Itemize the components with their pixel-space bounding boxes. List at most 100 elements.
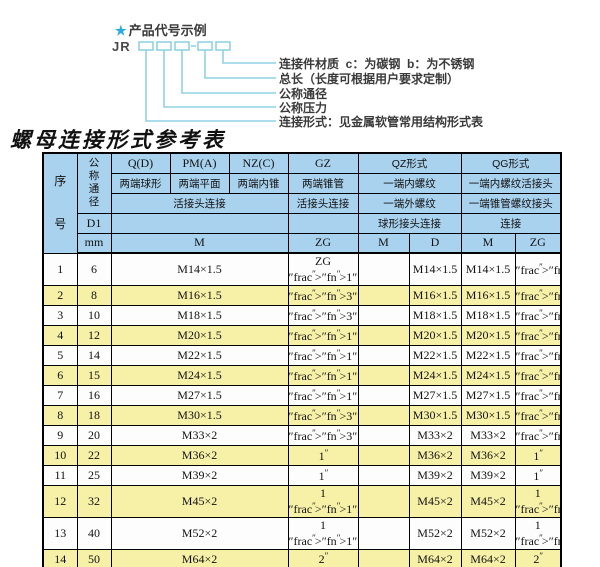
cell-qg-m: M33×2 xyxy=(460,425,516,447)
table-row: 11 25 M39×2 1″ M39×2 M39×2 1″ xyxy=(42,465,562,487)
header-group-pma: PM(A) xyxy=(169,152,230,174)
cell-qz-d: M30×1.5 xyxy=(408,405,462,427)
cell-seq: 12 xyxy=(42,485,78,519)
header-d1: D1 xyxy=(76,212,112,234)
table-row: 920M33×2″frac″>″fn″>3″fd″>4″M33×2M33×2″f… xyxy=(42,425,562,447)
cell-qz-m xyxy=(357,517,410,551)
header-desc-qz: 一端内螺纹 xyxy=(357,172,462,194)
cell-m-thread: M27×1.5 xyxy=(110,385,289,407)
cell-qg-m: M39×2 xyxy=(460,465,516,487)
cell-dn: 14 xyxy=(76,345,112,367)
code-label-connection: 连接形式：见金属软管常用结构形式表 xyxy=(279,115,484,129)
table-row: 412M20×1.5″frac″>″fn″>1″fd″>2″M20×1.5M20… xyxy=(42,325,562,347)
cell-qz-d: M22×1.5 xyxy=(408,345,462,367)
cell-seq: 4 xyxy=(42,325,78,347)
cell-gz: ″frac″>″fn″>1″fd″>2″ xyxy=(287,365,359,387)
header-blank-gz xyxy=(287,212,359,234)
header-desc-pma: 两端平面 xyxy=(169,172,230,194)
cell-gz: 1 ″frac″>″fn″>1″fd″>2″ xyxy=(287,517,359,551)
header-mm: mm xyxy=(76,232,112,254)
cell-qz-m xyxy=(357,425,410,447)
cell-seq: 7 xyxy=(42,385,78,407)
cell-qz-d: M36×2 xyxy=(408,445,462,467)
cell-qg-m: M36×2 xyxy=(460,445,516,467)
cell-dn: 25 xyxy=(76,465,112,487)
table-row: 310M18×1.5″frac″>″fn″>3″fd″>8″M18×1.5M18… xyxy=(42,305,562,327)
cell-qg-zg: ″frac″>″fn″>3″fd″>8″ xyxy=(514,305,562,327)
cell-qz-d: M24×1.5 xyxy=(408,365,462,387)
cell-qz-m xyxy=(357,485,410,519)
cell-qz-m xyxy=(357,325,410,347)
code-connector-lines xyxy=(138,41,276,122)
cell-m-thread: M45×2 xyxy=(110,485,289,519)
cell-dn: 32 xyxy=(76,485,112,519)
cell-qg-zg: ″frac″>″fn″>3″fd″>8″ xyxy=(514,285,562,307)
cell-m-thread: M30×1.5 xyxy=(110,405,289,427)
cell-dn: 16 xyxy=(76,385,112,407)
table-header: 序号 公称通径 Q(D) PM(A) NZ(C) GZ QZ形式 QG形式 两端… xyxy=(42,152,562,254)
cell-seq: 6 xyxy=(42,365,78,387)
cell-qg-zg: ″frac″>″fn″>1″fd″>2″ xyxy=(514,365,562,387)
cell-qg-zg: 1″ xyxy=(514,465,562,487)
cell-dn: 22 xyxy=(76,445,112,467)
header-connect: 连接 xyxy=(460,212,562,234)
cell-qz-d: M16×1.5 xyxy=(408,285,462,307)
header-conn-qz: 一端外螺纹 xyxy=(357,192,462,214)
cell-seq: 13 xyxy=(42,517,78,551)
star-icon: ★ xyxy=(115,23,127,38)
cell-dn: 18 xyxy=(76,405,112,427)
cell-m-thread: M33×2 xyxy=(110,425,289,447)
header-group-gz: GZ xyxy=(287,152,359,174)
cell-qz-m xyxy=(357,385,410,407)
cell-m-thread: M52×2 xyxy=(110,517,289,551)
cell-qg-zg: 1″ xyxy=(514,445,562,467)
header-group-qd: Q(D) xyxy=(110,152,171,174)
cell-gz: 1″ xyxy=(287,465,359,487)
header-unit-m: M xyxy=(110,232,289,254)
cell-qg-m: M16×1.5 xyxy=(460,285,516,307)
cell-qg-zg: ″frac″>″fn″>1″fd″>2″ xyxy=(514,345,562,367)
header-group-qz: QZ形式 xyxy=(357,152,462,174)
cell-seq: 10 xyxy=(42,445,78,467)
cell-gz: 1″ xyxy=(287,445,359,467)
cell-gz: ″frac″>″fn″>1″fd″>2″ xyxy=(287,345,359,367)
cell-dn: 10 xyxy=(76,305,112,327)
cell-seq: 9 xyxy=(42,425,78,447)
cell-qz-m xyxy=(357,465,410,487)
code-label-material: 连接件材质 c：为碳钢 b：为不锈钢 xyxy=(279,57,475,71)
cell-gz: 2″ xyxy=(287,549,359,567)
cell-qg-zg: ″frac″>″fn″>3″fd″>4″ xyxy=(514,425,562,447)
cell-qg-zg: 1 ″frac″>″fn″>1″fd″>4″ xyxy=(514,485,562,519)
cell-qg-m: M64×2 xyxy=(460,549,516,567)
cell-gz: ″frac″>″fn″>3″fd″>8″ xyxy=(287,305,359,327)
cell-qg-m: M45×2 xyxy=(460,485,516,519)
code-label-diameter: 公称通径 xyxy=(279,87,328,101)
header-unit-zg: ZG xyxy=(287,232,359,254)
nut-connection-reference-table: 序号 公称通径 Q(D) PM(A) NZ(C) GZ QZ形式 QG形式 两端… xyxy=(42,152,562,567)
header-unit-qz-d: D xyxy=(408,232,462,254)
header-nominal-diameter: 公称通径 xyxy=(76,152,112,214)
table-row: 28M16×1.5″frac″>″fn″>3″fd″>8″M16×1.5M16×… xyxy=(42,285,562,307)
cell-seq: 1 xyxy=(42,252,78,287)
cell-m-thread: M16×1.5 xyxy=(110,285,289,307)
cell-dn: 6 xyxy=(76,252,112,287)
header-conn-gz: 活接头连接 xyxy=(287,192,359,214)
cell-seq: 8 xyxy=(42,405,78,427)
cell-qz-d: M14×1.5 xyxy=(408,252,462,287)
cell-qz-d: M27×1.5 xyxy=(408,385,462,407)
cell-m-thread: M36×2 xyxy=(110,445,289,467)
table-row: 14 50 M64×2 2″ M64×2 M64×2 2″ xyxy=(42,549,562,567)
cell-dn: 15 xyxy=(76,365,112,387)
table-title: 螺母连接形式参考表 xyxy=(10,128,226,152)
cell-m-thread: M22×1.5 xyxy=(110,345,289,367)
cell-qz-d: M39×2 xyxy=(408,465,462,487)
cell-dn: 20 xyxy=(76,425,112,447)
cell-gz: ″frac″>″fn″>1″fd″>2″ xyxy=(287,325,359,347)
cell-m-thread: M39×2 xyxy=(110,465,289,487)
cell-qg-m: M18×1.5 xyxy=(460,305,516,327)
table-row: 514M22×1.5″frac″>″fn″>1″fd″>2″M22×1.5M22… xyxy=(42,345,562,367)
cell-qz-m xyxy=(357,549,410,567)
cell-dn: 40 xyxy=(76,517,112,551)
